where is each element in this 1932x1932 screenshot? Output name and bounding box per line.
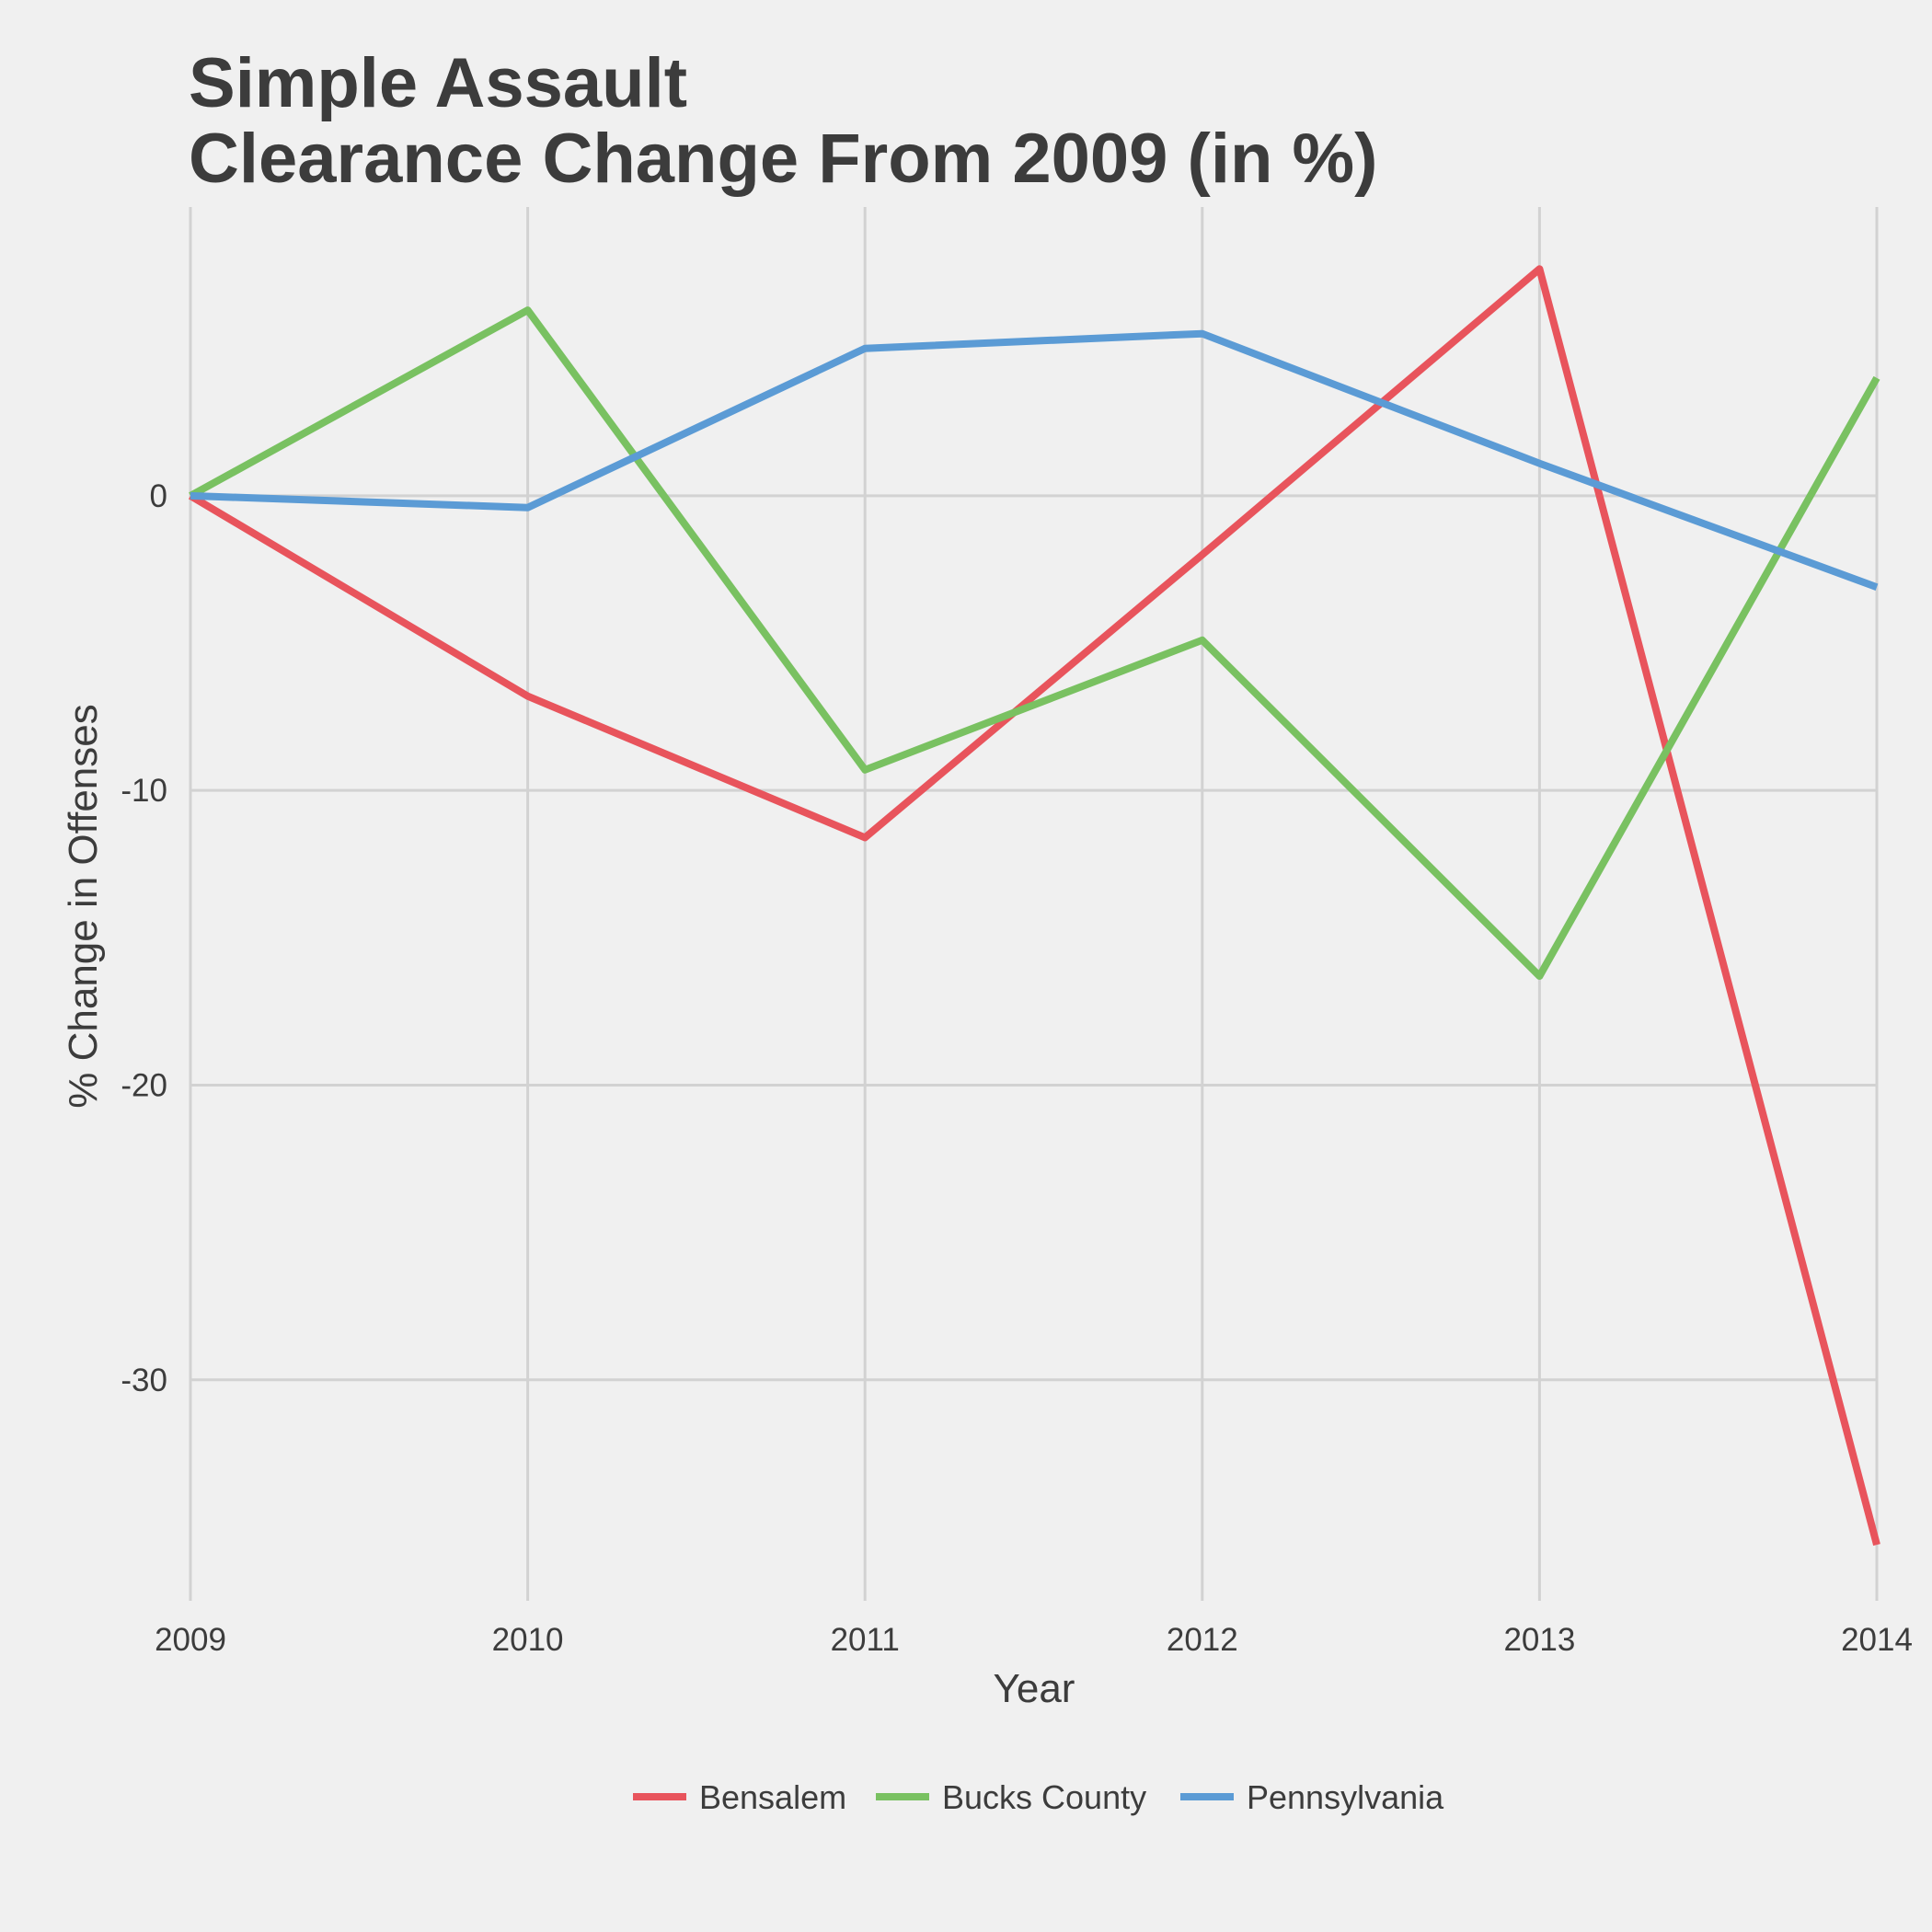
y-tick-label: -20 <box>121 1067 167 1103</box>
y-axis-title: % Change in Offenses <box>61 704 106 1108</box>
y-tick-label: 0 <box>150 478 167 514</box>
legend-label-bensalem: Bensalem <box>699 1778 846 1816</box>
y-axis-ticks: 0 -10 -20 -30 <box>121 478 167 1398</box>
x-tick-label: 2010 <box>492 1622 564 1658</box>
series-lines <box>188 265 1880 1547</box>
chart-title: Simple Assault Clearance Change From 200… <box>189 44 1377 198</box>
legend: Bensalem Bucks County Pennsylvania <box>633 1778 1444 1816</box>
chart-title-line-1: Simple Assault <box>189 44 687 122</box>
x-axis-ticks: 2009 2010 2011 2012 2013 2014 <box>155 1622 1913 1658</box>
series-line-bucks-county <box>189 306 1880 980</box>
y-tick-label: -30 <box>121 1363 167 1398</box>
series-line-bensalem <box>188 265 1880 1547</box>
x-tick-label: 2014 <box>1841 1622 1913 1658</box>
legend-label-bucks-county: Bucks County <box>942 1778 1146 1816</box>
legend-label-pennsylvania: Pennsylvania <box>1247 1778 1444 1816</box>
x-tick-label: 2012 <box>1167 1622 1238 1658</box>
chart-title-line-2: Clearance Change From 2009 (in %) <box>189 120 1377 198</box>
x-tick-label: 2009 <box>155 1622 226 1658</box>
grid <box>189 207 1879 1601</box>
x-tick-label: 2011 <box>831 1622 900 1658</box>
x-axis-title: Year <box>994 1666 1075 1711</box>
x-tick-label: 2013 <box>1503 1622 1575 1658</box>
y-tick-label: -10 <box>121 773 167 809</box>
series-line-pennsylvania <box>190 329 1879 591</box>
